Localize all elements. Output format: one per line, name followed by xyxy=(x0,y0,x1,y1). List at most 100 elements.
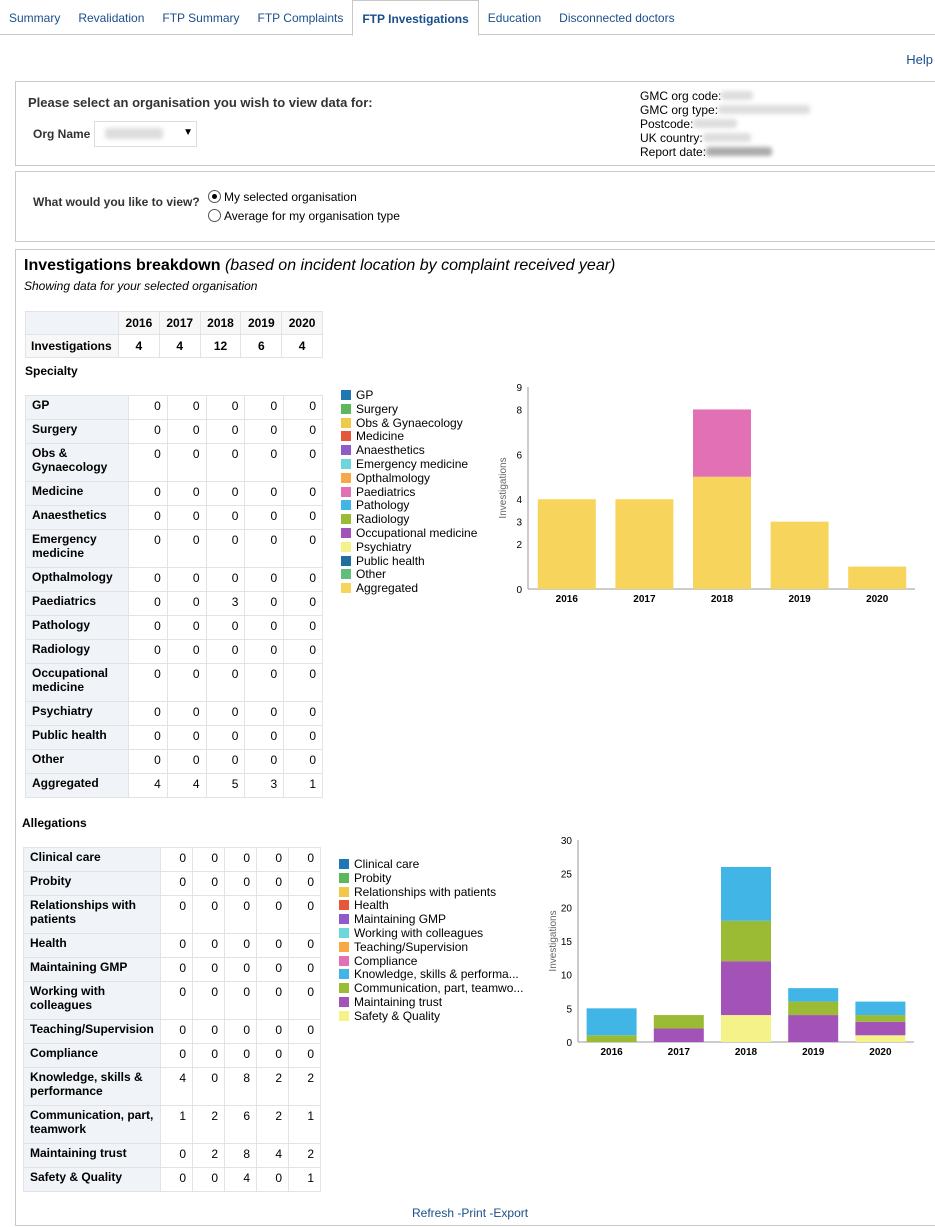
legend-swatch xyxy=(339,941,349,952)
legend-swatch xyxy=(339,872,349,883)
radio-button-checked[interactable] xyxy=(208,190,221,203)
cell-value: 0 xyxy=(205,419,246,444)
help-link[interactable]: Help xyxy=(906,52,933,67)
cell-value: 0 xyxy=(256,981,289,1020)
cell-value: 0 xyxy=(244,505,285,530)
year-header: 2016 xyxy=(118,311,160,335)
tab-ftp-summary[interactable]: FTP Summary xyxy=(162,11,240,25)
showing-note: Showing data for your selected organisat… xyxy=(24,279,258,293)
legend-label: Working with colleagues xyxy=(354,925,484,940)
cell-value: 0 xyxy=(160,933,193,958)
bar-segment xyxy=(537,499,596,589)
cell-value: 0 xyxy=(283,481,323,506)
legend-label: Compliance xyxy=(354,953,418,968)
table-row: Surgery 0 0 0 0 0 xyxy=(25,419,323,444)
cell-value: 4 xyxy=(224,1167,257,1192)
x-tick-label: 2020 xyxy=(866,594,889,605)
legend-item: Pathology xyxy=(341,498,477,513)
bar-segment xyxy=(855,1035,906,1042)
tab-ftp-complaints[interactable]: FTP Complaints xyxy=(257,11,344,25)
cell-value: 0 xyxy=(244,395,285,420)
legend-swatch xyxy=(341,583,351,594)
cell-value: 1 xyxy=(288,1105,321,1144)
tab-education[interactable]: Education xyxy=(487,11,542,25)
legend-label: Emergency medicine xyxy=(356,456,469,471)
legend-item: Clinical care xyxy=(339,857,523,872)
table-row: Safety & Quality 0 0 4 0 1 xyxy=(23,1167,321,1192)
table-row: Aggregated 4 4 5 3 1 xyxy=(25,773,323,798)
legend-item: Relationships with patients xyxy=(339,885,523,900)
cell-value: 0 xyxy=(288,1019,321,1044)
chevron-down-icon: ▼ xyxy=(183,127,193,138)
print-link[interactable]: Print xyxy=(461,1206,487,1220)
row-label: Surgery xyxy=(25,419,129,444)
radio-average[interactable]: Average for my organisation type xyxy=(208,209,400,223)
legend-swatch xyxy=(339,859,349,869)
radio-my-org[interactable]: My selected organisation xyxy=(208,190,357,204)
row-label: Probity xyxy=(23,871,161,896)
legend-label: Other xyxy=(356,567,387,582)
legend-swatch xyxy=(339,914,349,925)
x-tick-label: 2017 xyxy=(633,594,656,605)
row-label: Psychiatry xyxy=(25,701,129,726)
tab-disconnected-doctors[interactable]: Disconnected doctors xyxy=(559,11,675,25)
x-tick-label: 2016 xyxy=(600,1047,623,1058)
y-tick-label: 4 xyxy=(516,495,522,506)
cell-value: 0 xyxy=(224,1019,257,1044)
export-link[interactable]: Export xyxy=(493,1206,529,1220)
table-row: Public health 0 0 0 0 0 xyxy=(25,725,323,750)
table-row: Radiology 0 0 0 0 0 xyxy=(25,639,323,664)
org-name-select[interactable]: ▼ xyxy=(94,121,197,147)
row-label: Knowledge, skills & performance xyxy=(23,1067,161,1106)
cell-value: 0 xyxy=(244,481,285,506)
legend-label: Surgery xyxy=(356,401,399,416)
legend-label: Safety & Quality xyxy=(354,1008,441,1023)
y-tick-label: 20 xyxy=(561,903,573,914)
cell-value: 0 xyxy=(244,591,285,616)
legend-label: Anaesthetics xyxy=(356,443,425,458)
cell-value: 0 xyxy=(128,443,168,482)
bar-segment xyxy=(788,1015,839,1042)
cell-value: 0 xyxy=(160,1143,193,1168)
cell-value: 0 xyxy=(283,663,323,702)
bar-segment xyxy=(848,566,907,589)
report-date-label: Report date: xyxy=(640,145,707,159)
cell-value: 0 xyxy=(128,529,168,568)
legend-swatch xyxy=(339,900,349,911)
row-label: Paediatrics xyxy=(25,591,129,616)
cell-value: 0 xyxy=(288,871,321,896)
cell-value: 0 xyxy=(205,749,246,774)
legend-swatch xyxy=(339,955,349,966)
legend-swatch xyxy=(339,1010,349,1021)
bar-segment xyxy=(855,1015,906,1022)
y-axis-label: Investigations xyxy=(548,910,559,971)
tab-revalidation[interactable]: Revalidation xyxy=(78,11,145,25)
cell-value: 3 xyxy=(244,773,285,798)
radio-button-unchecked[interactable] xyxy=(208,209,221,222)
legend-label: Health xyxy=(354,898,389,913)
cell-value: 0 xyxy=(128,701,168,726)
row-label: Health xyxy=(23,933,161,958)
cell-value: 4 xyxy=(256,1143,289,1168)
cell-value: 0 xyxy=(166,481,207,506)
refresh-link[interactable]: Refresh xyxy=(412,1206,455,1220)
x-tick-label: 2016 xyxy=(556,594,579,605)
tab-summary[interactable]: Summary xyxy=(9,11,61,25)
tab-ftp-investigations[interactable]: FTP Investigations xyxy=(352,0,479,36)
row-label: Relationships with patients xyxy=(23,895,161,934)
table-row: Anaesthetics 0 0 0 0 0 xyxy=(25,505,323,530)
bar-segment xyxy=(855,1001,906,1016)
cell-value: 0 xyxy=(244,615,285,640)
cell-value: 0 xyxy=(283,505,323,530)
cell-value: 0 xyxy=(256,957,289,982)
cell-value: 0 xyxy=(224,895,257,934)
legend-swatch xyxy=(341,458,351,469)
bar-segment xyxy=(586,1008,637,1036)
legend-item: Communication, part, teamwo... xyxy=(339,981,523,996)
cell-value: 0 xyxy=(288,957,321,982)
investigations-count: 4 xyxy=(158,334,201,358)
bar-segment xyxy=(770,521,829,589)
row-label: Safety & Quality xyxy=(23,1167,161,1192)
cell-value: 0 xyxy=(128,505,168,530)
cell-value: 0 xyxy=(192,895,225,934)
